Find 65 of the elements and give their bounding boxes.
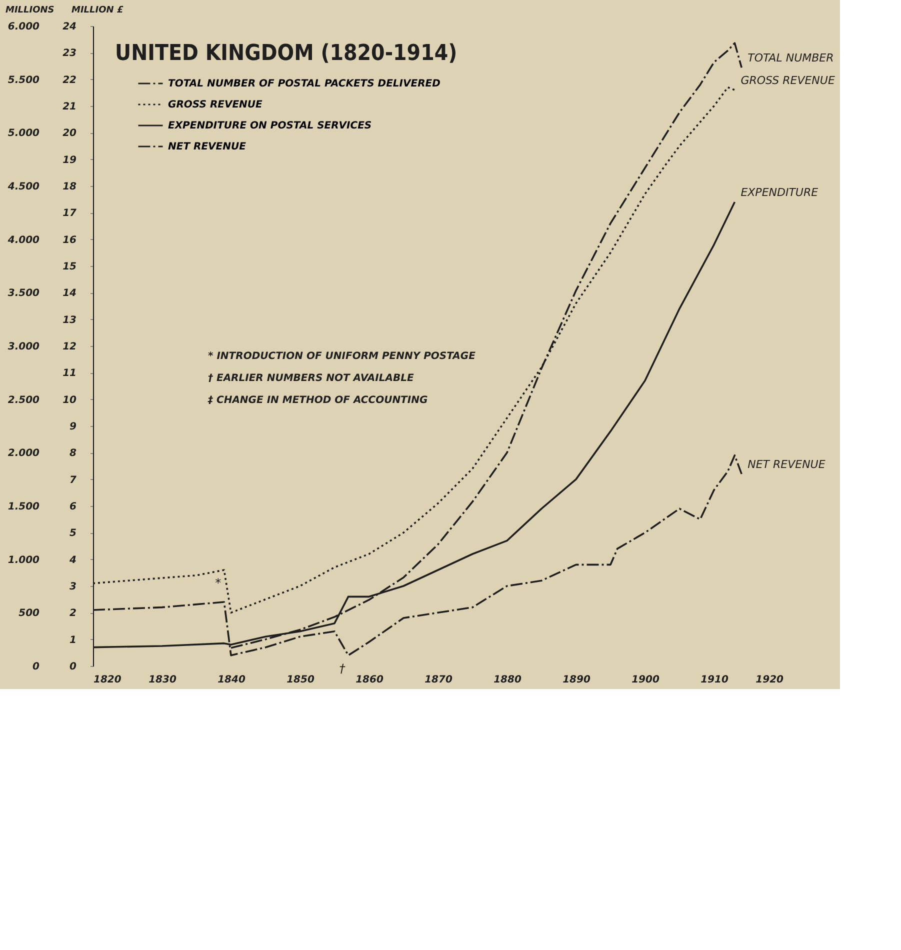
y-tick-label: 14 [62,288,77,300]
y2-tick-label: 5.500 [8,74,40,86]
legend-label: NET REVENUE [168,142,246,152]
annotation: ‡ CHANGE IN METHOD OF ACCOUNTING [207,395,428,406]
x-tick-label: 1820 [94,674,122,686]
y-tick-label: 5 [70,528,77,540]
x-tick-label: 1830 [148,674,176,686]
x-tick-label: 1860 [356,674,384,686]
annotation: * [215,576,222,590]
y-tick-label: 7 [70,474,77,486]
x-tick-label: 1910 [700,674,728,686]
y-axis-title: MILLION £ [72,6,124,16]
y-tick-label: 6 [70,502,77,512]
annotation: † [339,661,346,676]
annotation: † EARLIER NUMBERS NOT AVAILABLE [208,373,414,384]
y-tick-label: 16 [62,234,77,246]
y-tick-label: 15 [62,262,77,272]
text: UNITED KINGDOM (1820-1914) [115,41,458,66]
y-tick-label: 12 [62,342,77,352]
y-tick-label: 24 [62,22,77,32]
y2-axis-title: MILLIONS [6,6,54,16]
y-tick-label: 23 [62,48,77,60]
y2-tick-label: 6.000 [8,22,40,32]
y2-tick-label: 2.500 [8,394,40,406]
annotation: * INTRODUCTION OF UNIFORM PENNY POSTAGE [208,351,476,362]
y-tick-label: 0 [70,662,77,672]
y2-tick-label: 4.000 [6,234,40,246]
legend-label: TOTAL NUMBER OF POSTAL PACKETS DELIVERED [168,78,440,90]
y-tick-label: 22 [62,74,77,86]
y-tick-label: 21 [62,102,76,112]
x-tick-label: 1920 [756,674,784,686]
y2-tick-label: 3.500 [8,288,40,300]
legend-label: EXPENDITURE ON POSTAL SERVICES [168,120,372,132]
y-tick-label: 3 [70,582,77,592]
x-tick-label: 1890 [562,674,590,686]
y-tick-label: 13 [62,314,77,326]
y-tick-label: 9 [70,422,77,432]
y-tick-label: 17 [62,208,77,220]
y-tick-label: 18 [62,182,77,192]
x-tick-label: 1900 [632,674,660,686]
annotation: EXPENDITURE [740,186,818,199]
y-tick-label: 1 [70,634,76,646]
y2-tick-label: 500 [18,608,40,620]
y2-tick-label: 1.500 [8,502,40,512]
legend-label: GROSS REVENUE [168,100,263,110]
x-tick-label: 1870 [424,674,452,686]
y-tick-label: 20 [62,128,77,140]
y2-tick-label: 0 [32,662,40,672]
y2-tick-label: 5.000 [8,128,40,140]
y-tick-label: 8 [70,448,77,460]
annotation: GROSS REVENUE [740,74,835,87]
y2-tick-label: 1.000 [8,554,40,566]
y-tick-label: 19 [62,154,77,166]
y-tick-label: 10 [62,394,77,406]
annotation: NET REVENUE [748,458,826,471]
annotation: TOTAL NUMBER [748,52,834,65]
y-tick-label: 11 [62,368,76,380]
y-tick-label: 2 [70,608,77,620]
y2-tick-label: 3.000 [8,342,40,352]
x-tick-label: 1850 [286,674,314,686]
y2-tick-label: 2.000 [8,448,40,460]
x-tick-label: 1840 [218,674,246,686]
y-tick-label: 4 [68,554,77,566]
x-tick-label: 1880 [494,674,522,686]
y2-tick-label: 4.500 [6,182,40,192]
